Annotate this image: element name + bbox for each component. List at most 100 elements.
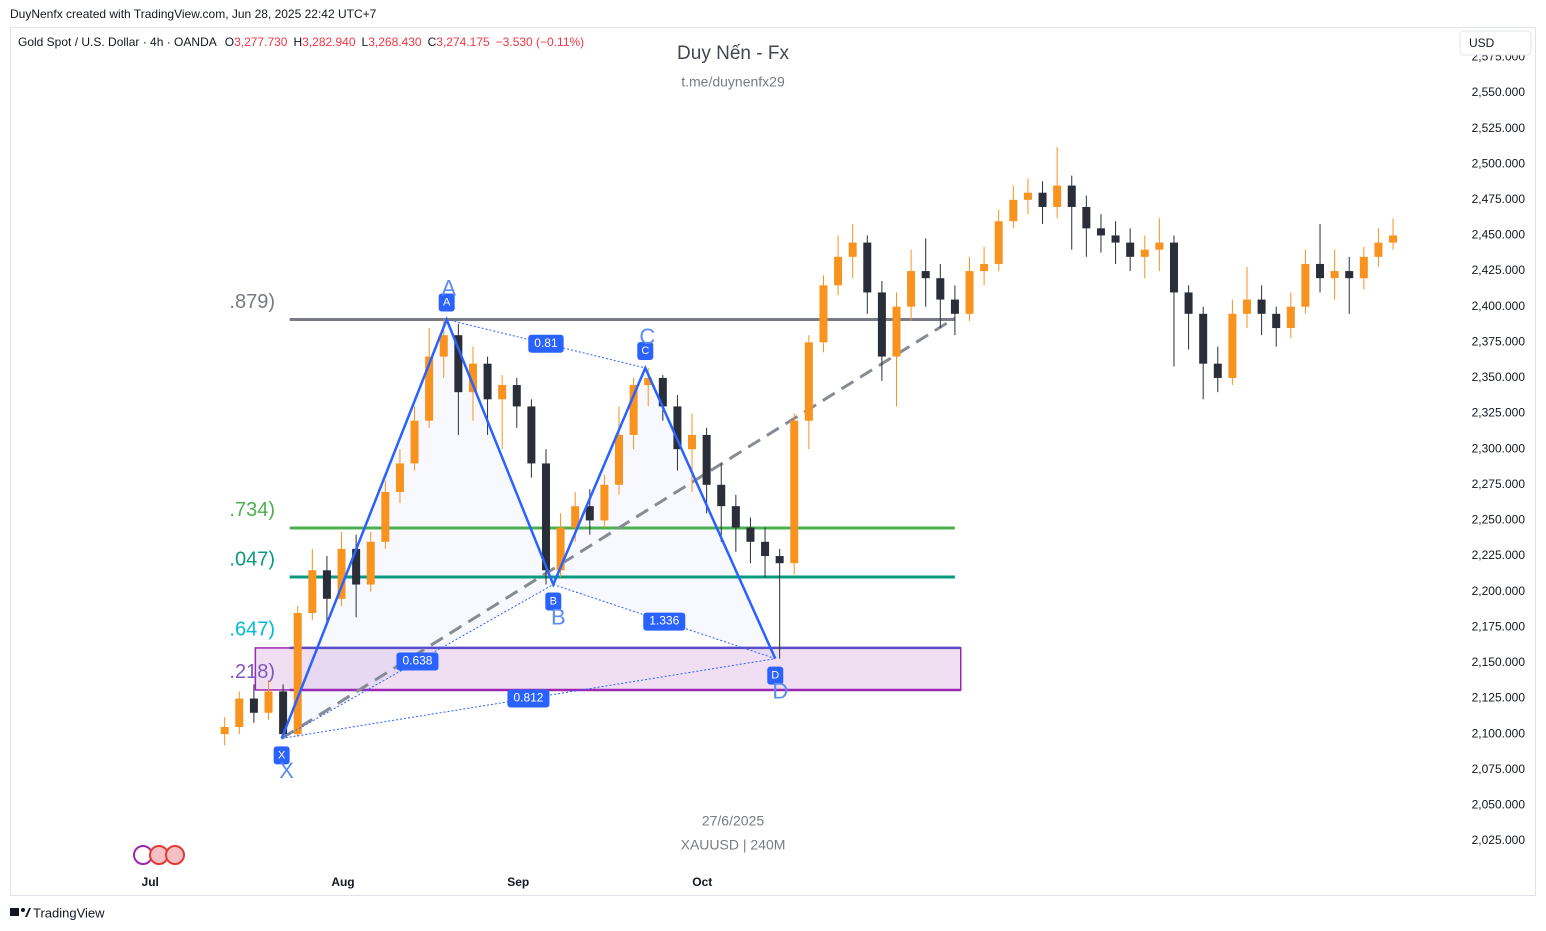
candle-body bbox=[1242, 299, 1251, 314]
x-tick-label: Jul bbox=[142, 875, 159, 889]
candle-body bbox=[1140, 249, 1149, 257]
legend-value: 3,277.730 bbox=[234, 35, 288, 49]
candle-body bbox=[322, 570, 331, 599]
zone bbox=[254, 647, 962, 691]
y-tick-label: 2,125.000 bbox=[1472, 691, 1526, 705]
candle-body bbox=[498, 385, 507, 400]
point-badge-label: D bbox=[771, 670, 779, 682]
candle-body bbox=[658, 377, 667, 407]
candle-body bbox=[731, 506, 740, 528]
y-tick-label: 2,300.000 bbox=[1472, 441, 1526, 455]
candle-body bbox=[775, 556, 784, 564]
candle-body bbox=[1345, 271, 1354, 279]
point-label: X bbox=[279, 758, 294, 783]
y-tick-label: 2,500.000 bbox=[1472, 156, 1526, 170]
candle-body bbox=[1286, 306, 1295, 329]
candle-body bbox=[834, 256, 843, 286]
candle-body bbox=[804, 342, 813, 421]
ratio-line bbox=[281, 658, 776, 739]
point-badge bbox=[545, 592, 562, 611]
candle-body bbox=[556, 527, 565, 571]
candle-body bbox=[717, 484, 726, 507]
pattern-fill bbox=[553, 367, 776, 659]
ratio-badge bbox=[507, 689, 550, 708]
ratio-label: 0.638 bbox=[402, 654, 432, 668]
candle-body bbox=[352, 548, 361, 585]
y-tick-label: 2,075.000 bbox=[1472, 762, 1526, 776]
point-badge-label: A bbox=[443, 296, 451, 308]
legend-key: O bbox=[225, 35, 234, 49]
watermark-title: Duy Nến - Fx bbox=[677, 43, 789, 64]
currency-label[interactable]: USD bbox=[1469, 36, 1495, 50]
candle-body bbox=[483, 363, 492, 400]
legend-value: 3,274.175 bbox=[436, 35, 490, 49]
candle-body bbox=[746, 527, 755, 542]
watermark-date: 27/6/2025 bbox=[702, 813, 764, 829]
legend-value: 3,282.940 bbox=[302, 35, 356, 49]
candle-body bbox=[1096, 228, 1105, 236]
candle-body bbox=[702, 434, 711, 485]
y-tick-label: 2,375.000 bbox=[1472, 334, 1526, 348]
y-tick-label: 2,175.000 bbox=[1472, 619, 1526, 633]
legend-symbol: Gold Spot / U.S. Dollar · 4h · OANDA bbox=[18, 35, 217, 49]
candle-body bbox=[600, 484, 609, 521]
candle-body bbox=[1023, 192, 1032, 200]
candle-body bbox=[1374, 242, 1383, 257]
y-tick-label: 2,525.000 bbox=[1472, 121, 1526, 135]
candle-body bbox=[381, 491, 390, 542]
ratio-label: 1.336 bbox=[649, 614, 679, 628]
tv-logo bbox=[10, 908, 31, 917]
candle-body bbox=[1272, 313, 1281, 329]
candle-body bbox=[1053, 185, 1062, 207]
candle-body bbox=[468, 363, 477, 393]
candle-body bbox=[819, 285, 828, 343]
candle-body bbox=[1155, 242, 1164, 250]
legend-key: H bbox=[293, 35, 302, 49]
candle-body bbox=[220, 727, 229, 735]
point-label: A bbox=[441, 275, 456, 300]
candle-body bbox=[863, 242, 872, 293]
plot: 2,025.000 2,050.000 2,075.000 2,100.000 2,12… bbox=[142, 50, 1526, 890]
y-tick-label: 2,475.000 bbox=[1472, 192, 1526, 206]
candle-body bbox=[921, 271, 930, 279]
point-badge-label: X bbox=[278, 749, 286, 761]
candle-body bbox=[790, 420, 799, 564]
candle-body bbox=[1199, 313, 1208, 364]
y-tick-label: 2,450.000 bbox=[1472, 228, 1526, 242]
ratio-badge bbox=[396, 652, 439, 671]
ratio-label: 0.81 bbox=[534, 336, 558, 350]
point-badge-label: C bbox=[641, 345, 649, 357]
candle-body bbox=[1184, 292, 1193, 314]
currency-button[interactable] bbox=[1459, 30, 1532, 56]
x-tick-label: Sep bbox=[507, 875, 529, 889]
legend: O 3,277.730 H 3,282.940 L 3,268.430 C 3,274.175… bbox=[225, 35, 584, 49]
candle-body bbox=[585, 506, 594, 521]
candle-body bbox=[395, 463, 404, 492]
candle-body bbox=[1228, 313, 1237, 378]
point-badge-label: B bbox=[550, 595, 557, 607]
point-label: B bbox=[551, 604, 566, 629]
logo-mark bbox=[25, 908, 31, 917]
ratio-badge bbox=[643, 612, 686, 631]
legend-key: L bbox=[362, 35, 369, 49]
y-tick-label: 2,350.000 bbox=[1472, 370, 1526, 384]
logo-mark bbox=[21, 908, 25, 912]
candle-body bbox=[454, 335, 463, 393]
candle-body bbox=[264, 691, 273, 713]
candle-body bbox=[1316, 263, 1325, 279]
y-tick-label: 2,550.000 bbox=[1472, 85, 1526, 99]
y-tick-label: 2,025.000 bbox=[1472, 833, 1526, 847]
footer: TradingView bbox=[33, 905, 105, 920]
point-badge bbox=[438, 293, 455, 312]
candle-body bbox=[293, 613, 302, 735]
y-tick-label: 2,100.000 bbox=[1472, 726, 1526, 740]
trend-line bbox=[280, 316, 956, 740]
watermark-ticker: XAUUSD | 240M bbox=[681, 837, 786, 853]
fib-label: .218) bbox=[229, 661, 275, 683]
candle-body bbox=[673, 406, 682, 450]
fib-label: .734) bbox=[229, 499, 275, 521]
icon bbox=[165, 845, 185, 865]
candle-body bbox=[425, 356, 434, 421]
candle-body bbox=[629, 385, 638, 435]
